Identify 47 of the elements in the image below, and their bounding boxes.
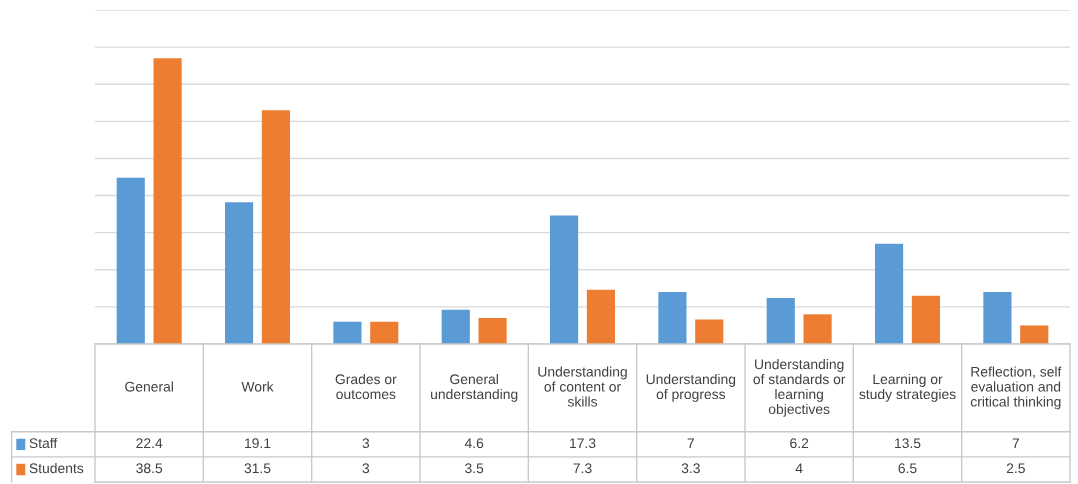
data-label: 3 [362,438,370,449]
data-label: 6.5 [898,463,917,474]
data-label: 7 [687,438,694,448]
x-tick-label: Understanding of progress [646,373,736,402]
bar [370,321,399,344]
data-label: 7.3 [573,463,592,474]
data-label: 19.1 [245,438,271,449]
data-label: 13.5 [895,438,921,449]
bar [766,297,795,344]
data-label: 38.5 [136,463,163,474]
bar [116,177,145,344]
x-tick-label: General understanding [431,373,518,402]
bar [225,202,254,344]
bar [333,321,362,344]
data-label: 2.5 [1006,463,1025,474]
bar [695,319,724,344]
bar [441,309,470,344]
data-label: 3.3 [681,463,700,474]
bar [911,295,940,344]
x-tick-label: Grades or outcomes [335,373,397,400]
data-label: 4.6 [464,438,484,449]
data-label: 22.4 [136,438,163,448]
data-label: 4 [795,463,803,474]
bar [658,292,687,344]
x-tick-label: General [125,381,173,392]
bar [478,318,507,344]
data-label: 7 [1012,438,1019,448]
data-label: 17.3 [570,438,596,449]
bar [983,292,1012,344]
x-tick-label: Work [241,381,274,392]
data-label: 6.2 [790,438,809,449]
legend-label: Students [29,462,84,474]
bar [550,215,579,344]
bar [261,110,290,344]
bar [153,58,182,344]
data-label: 3 [362,463,370,474]
data-label: 3.5 [465,463,484,474]
x-tick-label: Understanding of content or skills [538,366,627,407]
x-tick-label: Learning or study strategies [859,373,956,402]
data-label: 31.5 [244,463,271,474]
bar [586,289,615,344]
x-tick-label: Understanding of standards or learning objectives [753,359,846,417]
bar [803,314,832,344]
bar [1020,325,1049,344]
x-tick-label: Reflection, self evaluation and critical thinking [970,366,1062,410]
legend-label: Staff [29,437,58,449]
bar [875,243,904,344]
